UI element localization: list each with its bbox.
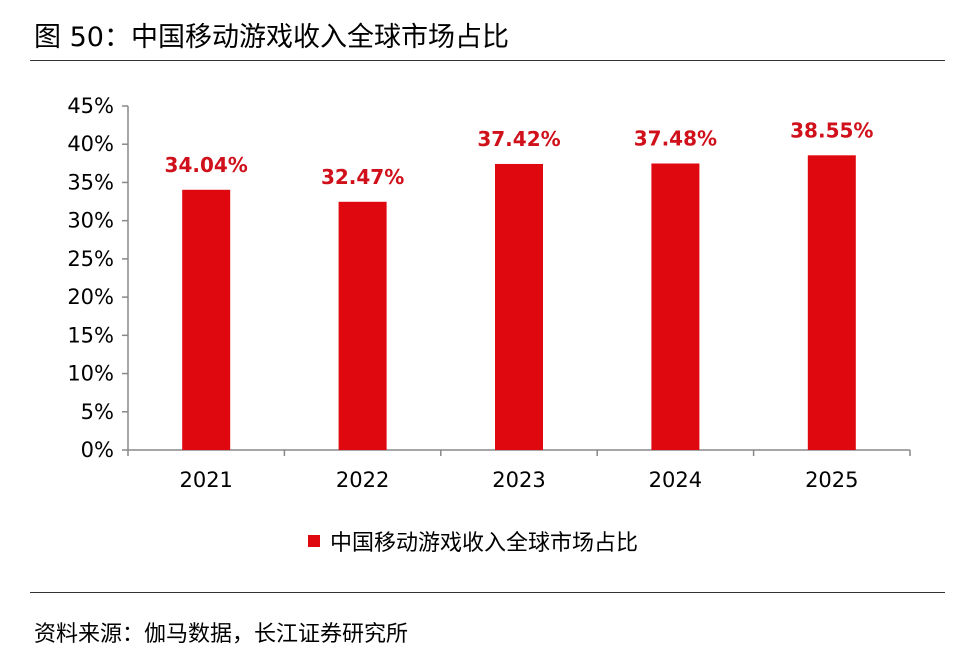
bar (495, 163, 543, 450)
top-rule (30, 60, 945, 61)
legend-label: 中国移动游戏收入全球市场占比 (330, 531, 639, 556)
x-tick-label: 2022 (336, 468, 389, 492)
legend: 中国移动游戏收入全球市场占比 (308, 524, 638, 558)
x-tick-label: 2023 (492, 468, 545, 492)
plot-area: 0% 5% 10% 15% 20% 25% 30% 35% 40% 45% 34.04% 2021 32… (67, 94, 911, 492)
bar (338, 201, 387, 450)
y-tick-label: 35% (67, 170, 114, 194)
data-label: 37.48% (634, 126, 717, 150)
bar (807, 155, 856, 450)
figure-title: 图 50：中国移动游戏收入全球市场占比 (34, 22, 509, 53)
data-label: 34.04% (165, 153, 248, 177)
y-tick-label: 0% (81, 438, 114, 462)
x-tick-label: 2025 (805, 468, 858, 492)
x-tick-label: 2024 (649, 468, 702, 492)
data-label: 32.47% (321, 165, 404, 189)
bar-chart: 0% 5% 10% 15% 20% 25% 30% 35% 40% 45% 34.04% 2021 32… (67, 94, 911, 492)
y-tick-label: 10% (67, 362, 114, 386)
x-tick-label: 2021 (179, 468, 232, 492)
y-tick-label: 40% (67, 132, 114, 156)
y-tick-label: 15% (67, 323, 114, 347)
source-note: 资料来源：伽马数据，长江证券研究所 (34, 622, 409, 647)
y-tick-label: 45% (67, 94, 114, 118)
y-tick-label: 5% (81, 400, 114, 424)
bar (182, 189, 231, 450)
y-tick-label: 20% (67, 285, 114, 309)
bar (651, 163, 700, 451)
data-label: 38.55% (790, 118, 873, 142)
legend-swatch (308, 535, 320, 547)
y-tick-label: 30% (67, 209, 114, 233)
data-label: 37.42% (477, 127, 560, 151)
y-tick-label: 25% (67, 247, 114, 271)
bottom-rule (30, 592, 945, 593)
